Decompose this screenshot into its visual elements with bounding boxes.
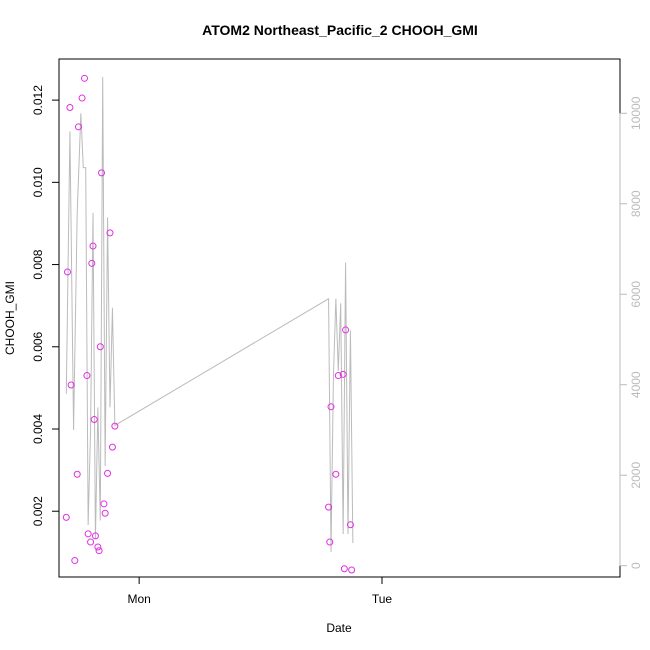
y-tick-label: 0.006 xyxy=(31,331,45,361)
data-point xyxy=(91,532,99,540)
data-point xyxy=(87,538,95,546)
y-axis-label: CHOOH_GMI xyxy=(3,281,17,355)
chart-title: ATOM2 Northeast_Pacific_2 CHOOH_GMI xyxy=(202,22,478,38)
points-layer xyxy=(62,74,356,574)
data-point xyxy=(84,530,92,538)
plot-frame xyxy=(58,58,621,578)
data-point xyxy=(340,565,348,573)
y2-tick-label: 0 xyxy=(629,562,643,569)
y-axis: 0.002 0.004 0.006 0.008 0.010 0.012 xyxy=(31,85,60,526)
x-axis-label: Date xyxy=(326,621,352,635)
data-point xyxy=(325,503,333,511)
y-tick-label: 0.010 xyxy=(31,167,45,197)
data-point xyxy=(83,372,91,380)
y-axis-right: 0 2000 4000 6000 8000 10000 xyxy=(619,96,643,569)
data-point xyxy=(74,123,82,131)
data-point xyxy=(78,94,86,102)
data-point xyxy=(96,343,104,351)
y2-tick-label: 8000 xyxy=(629,190,643,217)
data-point xyxy=(67,381,75,389)
data-point xyxy=(104,469,112,477)
x-tick-label: Tue xyxy=(372,592,393,606)
data-point xyxy=(326,538,334,546)
data-point xyxy=(95,547,103,555)
data-point xyxy=(342,326,350,334)
data-point xyxy=(89,242,97,250)
y2-tick-label: 6000 xyxy=(629,281,643,308)
data-point xyxy=(64,268,71,276)
data-point xyxy=(346,521,354,529)
data-point xyxy=(81,74,88,82)
data-point xyxy=(348,566,356,574)
data-point xyxy=(94,543,102,551)
data-point xyxy=(62,513,70,521)
y-tick-label: 0.004 xyxy=(31,414,45,444)
data-point xyxy=(327,403,335,411)
data-point xyxy=(98,169,105,177)
data-point xyxy=(101,509,109,517)
data-point xyxy=(90,416,98,424)
data-point xyxy=(71,557,79,565)
data-point xyxy=(106,229,114,237)
data-point xyxy=(88,259,96,267)
data-point xyxy=(334,372,342,380)
data-point xyxy=(111,422,119,430)
data-point xyxy=(339,370,347,378)
y-tick-label: 0.002 xyxy=(31,496,45,526)
series-line xyxy=(65,77,354,553)
data-point xyxy=(66,104,74,112)
y2-tick-label: 10000 xyxy=(629,96,643,130)
data-point xyxy=(332,470,340,478)
data-point xyxy=(73,470,81,478)
y2-tick-label: 4000 xyxy=(629,371,643,398)
data-point xyxy=(100,500,108,508)
line-layer xyxy=(65,77,354,553)
y-tick-label: 0.012 xyxy=(31,85,45,115)
y-tick-label: 0.008 xyxy=(31,249,45,279)
data-point xyxy=(108,443,116,451)
x-tick-label: Mon xyxy=(127,592,150,606)
y2-tick-label: 2000 xyxy=(629,462,643,489)
x-axis: Mon Tue xyxy=(127,576,393,606)
